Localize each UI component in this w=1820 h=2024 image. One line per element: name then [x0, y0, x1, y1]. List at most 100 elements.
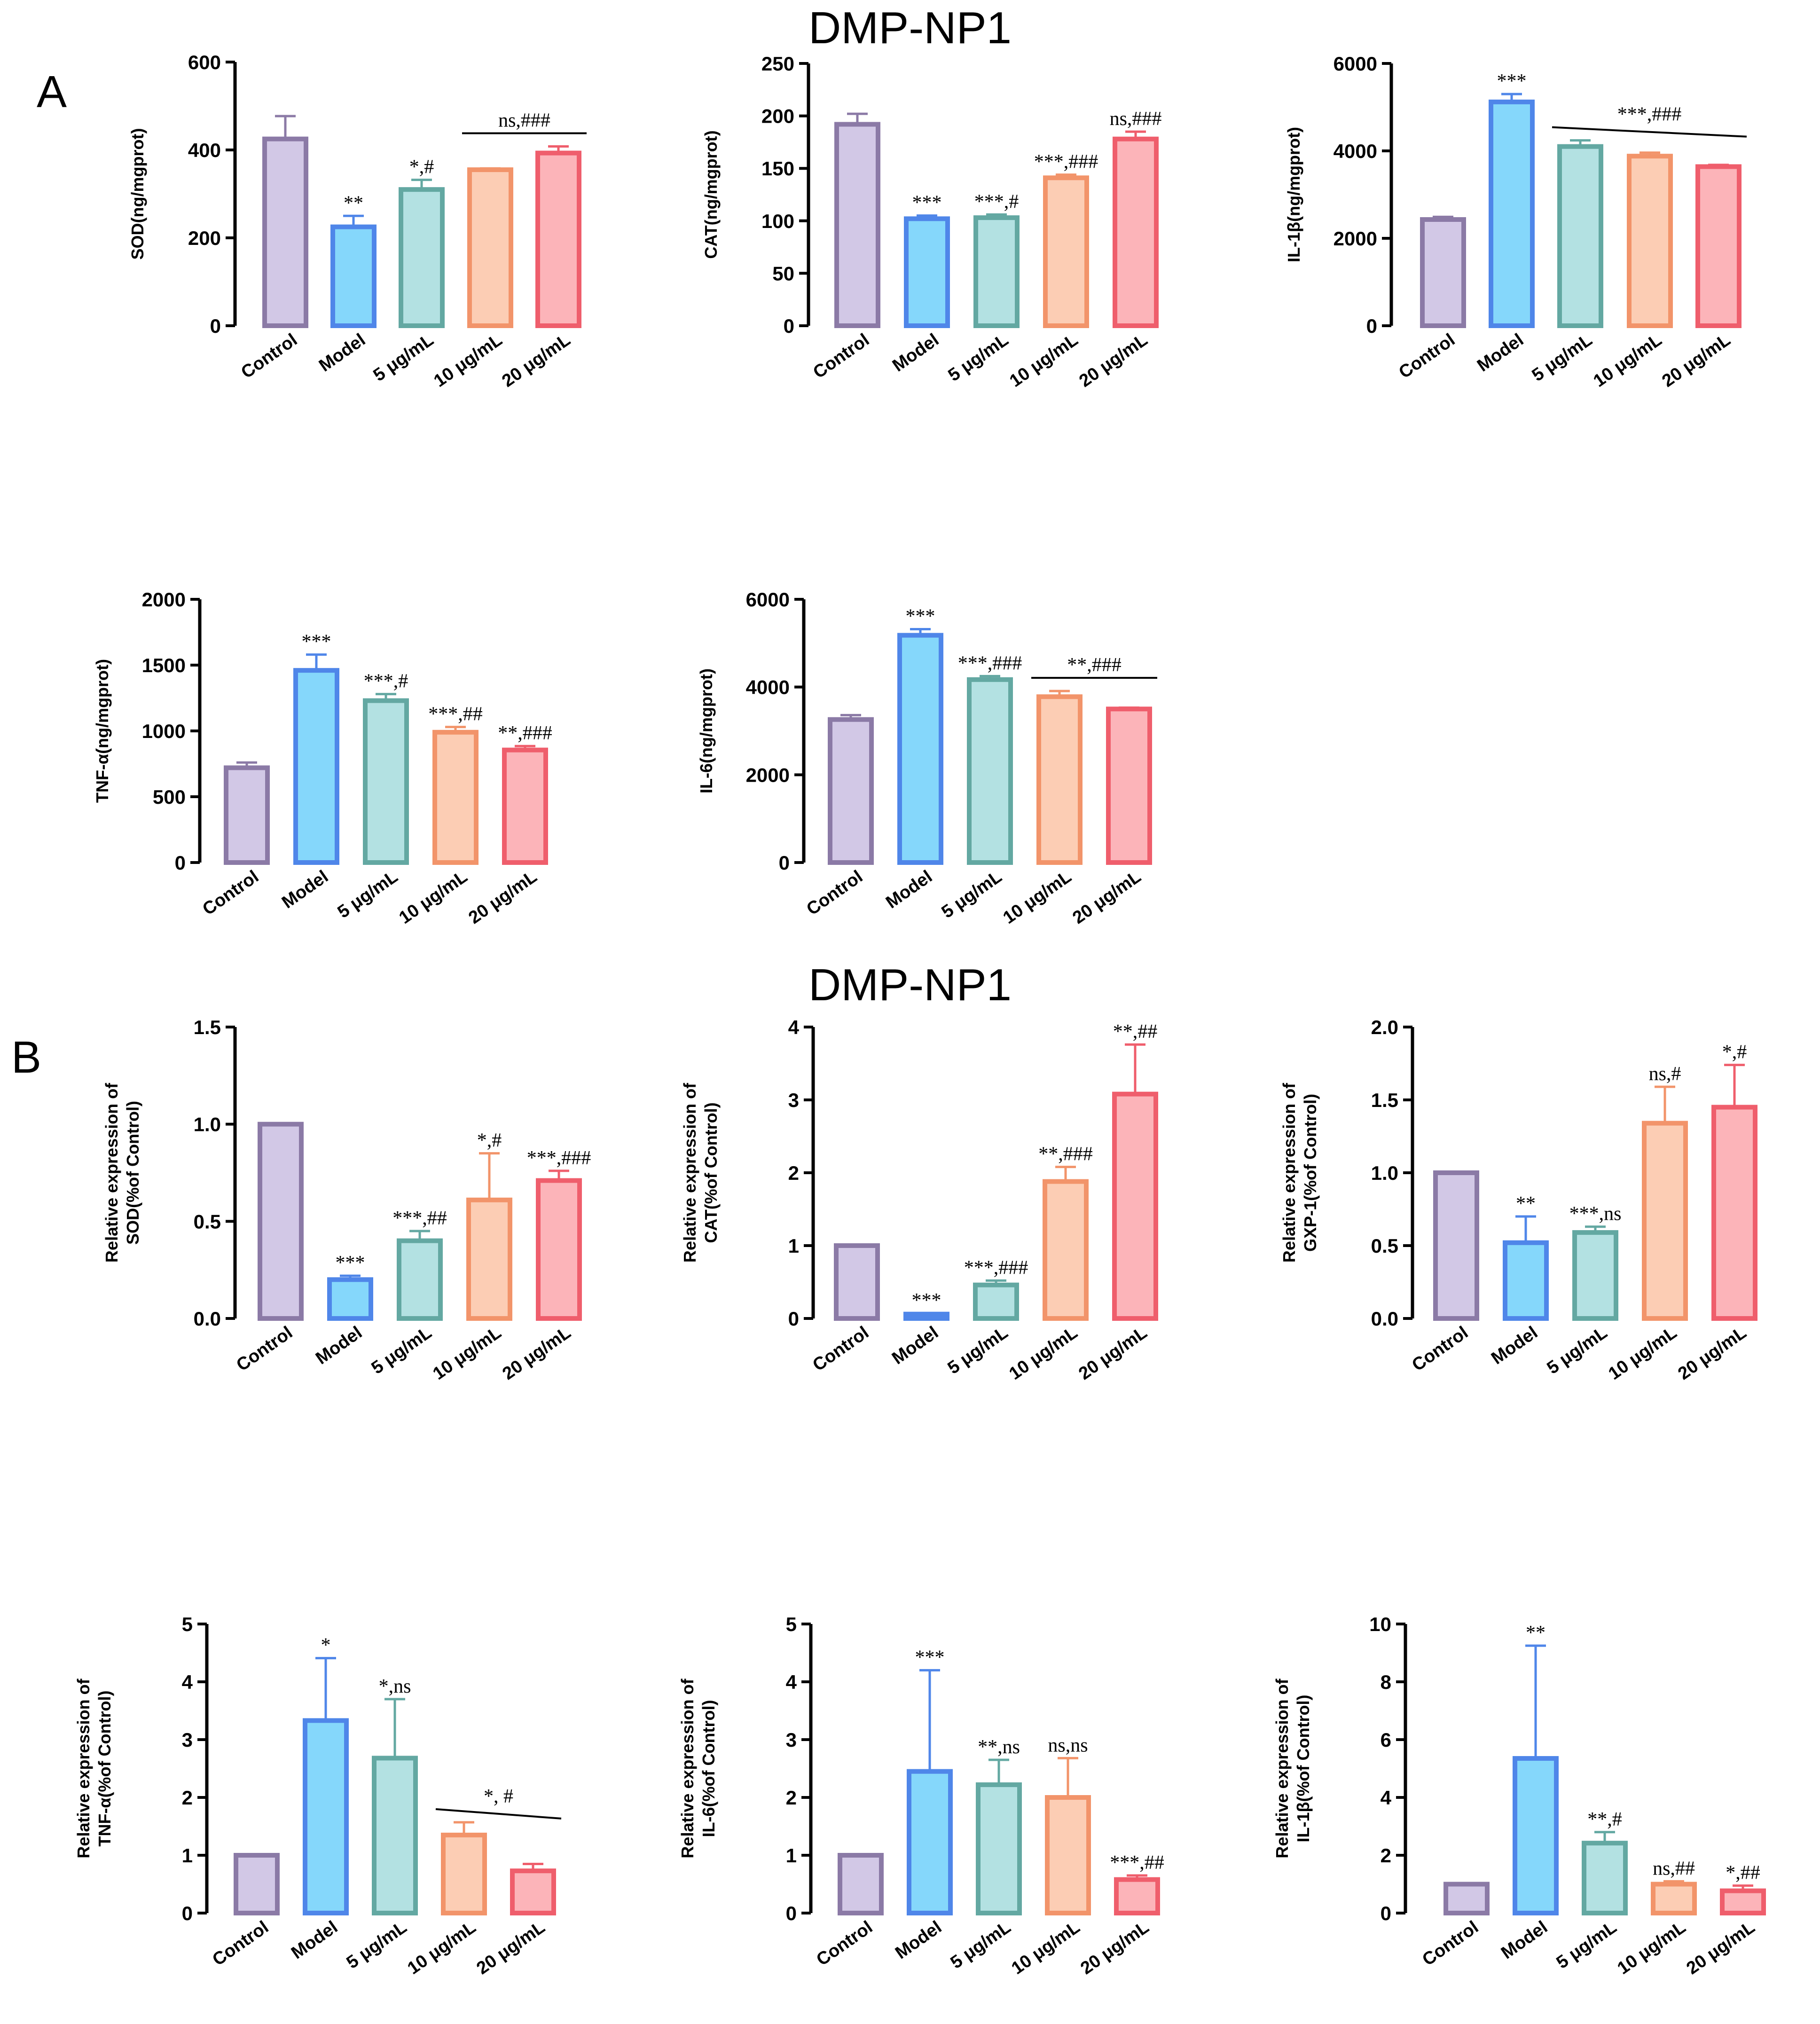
- category-label: 20 μg/mL: [1683, 1917, 1758, 1978]
- category-label: Model: [892, 1917, 945, 1963]
- bar-a2-4: [1113, 136, 1159, 328]
- category-label: Model: [889, 330, 942, 376]
- bar-a5-2: [967, 677, 1013, 865]
- y-tick-label: 4: [1381, 1787, 1392, 1809]
- category-label: 10 μg/mL: [404, 1917, 479, 1978]
- category-label: 5 μg/mL: [1544, 1323, 1611, 1378]
- y-tick-label: 2.0: [1371, 1016, 1398, 1038]
- category-label: Model: [312, 1323, 366, 1368]
- bar-a1-0: [262, 136, 308, 328]
- bracket-label: **,###: [1067, 654, 1122, 676]
- significance-label: ***,###: [1034, 151, 1098, 173]
- y-axis-label: IL-1β(ng/mgprot): [1284, 127, 1303, 262]
- category-label: 5 μg/mL: [343, 1917, 410, 1973]
- y-tick-label: 100: [761, 210, 794, 232]
- y-tick-label: 0: [210, 315, 221, 337]
- bar-a1-4: [535, 150, 581, 328]
- y-tick-label: 2000: [142, 588, 186, 611]
- y-axis-label: TNF-α(ng/mgprot): [93, 659, 112, 803]
- category-label: 10 μg/mL: [1006, 330, 1082, 391]
- y-tick-label: 3: [182, 1729, 193, 1751]
- significance-label: **,ns: [978, 1736, 1020, 1758]
- category-label: 10 μg/mL: [1605, 1323, 1680, 1384]
- y-tick-label: 0: [779, 852, 790, 874]
- significance-label: ***: [915, 1647, 945, 1668]
- bar-a2-1: [904, 216, 950, 328]
- significance-label: **,###: [498, 722, 552, 744]
- bar-b1-0: [258, 1122, 304, 1321]
- bar-a1-3: [467, 167, 513, 328]
- bar-b1-1: [327, 1277, 373, 1321]
- y-axis-label-line1: Relative expression of: [1272, 1678, 1292, 1858]
- bar-a2-3: [1043, 175, 1089, 328]
- bar-a1-2: [399, 187, 445, 328]
- significance-label: **,##: [1113, 1021, 1158, 1043]
- bar-b6-4: [1720, 1888, 1766, 1916]
- chart-b2: 0 1 2 3 4 Control *** Model ***,### 5 μg/mL **,###…: [680, 1016, 1158, 1384]
- y-tick-label: 1000: [142, 720, 186, 742]
- category-label: 20 μg/mL: [1075, 330, 1151, 391]
- category-label: 10 μg/mL: [395, 867, 471, 928]
- category-label: 10 μg/mL: [430, 330, 506, 391]
- y-tick-label: 2: [1381, 1844, 1391, 1867]
- category-label: Model: [1488, 1323, 1541, 1368]
- significance-label: ***: [1497, 71, 1527, 92]
- category-label: 20 μg/mL: [498, 330, 574, 391]
- category-label: Control: [237, 330, 301, 383]
- y-tick-label: 0: [1381, 1902, 1391, 1924]
- bar-b3-1: [1503, 1240, 1549, 1321]
- significance-label: **: [1526, 1622, 1545, 1644]
- category-label: 5 μg/mL: [945, 330, 1012, 385]
- bar-a5-3: [1036, 694, 1083, 865]
- chart-b3: 0.0 0.5 1.0 1.5 2.0 Control ** Model ***,ns 5 μg/…: [1279, 1016, 1757, 1384]
- significance-label: **: [344, 192, 363, 214]
- bar-b6-2: [1582, 1841, 1628, 1915]
- bracket-label: ns,###: [498, 110, 550, 132]
- section-a-title: DMP-NP1: [808, 3, 1012, 53]
- y-tick-label: 2000: [746, 764, 790, 786]
- category-label: Model: [315, 330, 369, 376]
- chart-b5: 0 1 2 3 4 5 Control *** Model **,ns 5 μg/mL ns,ns 10…: [678, 1613, 1164, 1978]
- category-label: Control: [1408, 1323, 1472, 1375]
- bar-b5-0: [838, 1853, 884, 1915]
- significance-label: *,#: [477, 1130, 502, 1152]
- significance-label: **: [1516, 1193, 1536, 1215]
- bar-b3-4: [1711, 1105, 1757, 1321]
- chart-b1: 0.0 0.5 1.0 1.5 Control *** Model ***,## 5 μg/mL…: [102, 1016, 591, 1384]
- bar-b4-1: [303, 1718, 349, 1915]
- bar-a5-0: [828, 717, 874, 865]
- y-tick-label: 0: [784, 315, 794, 337]
- bar-b1-2: [397, 1238, 443, 1321]
- significance-label: ***,###: [964, 1257, 1028, 1279]
- category-label: 5 μg/mL: [944, 1323, 1012, 1378]
- y-tick-label: 6: [1381, 1729, 1391, 1751]
- y-tick-label: 500: [153, 786, 186, 808]
- category-label: Model: [1474, 330, 1527, 376]
- y-tick-label: 2000: [1334, 228, 1377, 250]
- y-tick-label: 6000: [746, 588, 790, 611]
- bar-b4-4: [510, 1868, 556, 1915]
- y-axis-label: CAT(ng/mgprot): [701, 130, 721, 259]
- y-tick-label: 1.5: [194, 1016, 221, 1038]
- significance-label: ***,###: [527, 1147, 591, 1169]
- category-label: Model: [1498, 1917, 1551, 1963]
- bar-a5-1: [897, 633, 943, 865]
- significance-label: ***: [912, 192, 942, 214]
- bar-a5-4: [1106, 706, 1152, 865]
- bar-a4-1: [293, 668, 339, 865]
- significance-bracket: [435, 1808, 562, 1820]
- bar-a4-4: [502, 747, 548, 865]
- y-tick-label: 0: [175, 852, 186, 874]
- y-tick-label: 400: [188, 139, 221, 161]
- y-axis-label: SOD(ng/mgprot): [128, 128, 147, 260]
- category-label: Model: [278, 867, 332, 912]
- y-tick-label: 4000: [1334, 140, 1377, 162]
- y-tick-label: 8: [1381, 1671, 1391, 1693]
- bar-a2-0: [834, 122, 880, 328]
- significance-label: ***: [906, 605, 935, 627]
- category-label: 5 μg/mL: [947, 1917, 1014, 1973]
- category-label: Control: [233, 1323, 296, 1375]
